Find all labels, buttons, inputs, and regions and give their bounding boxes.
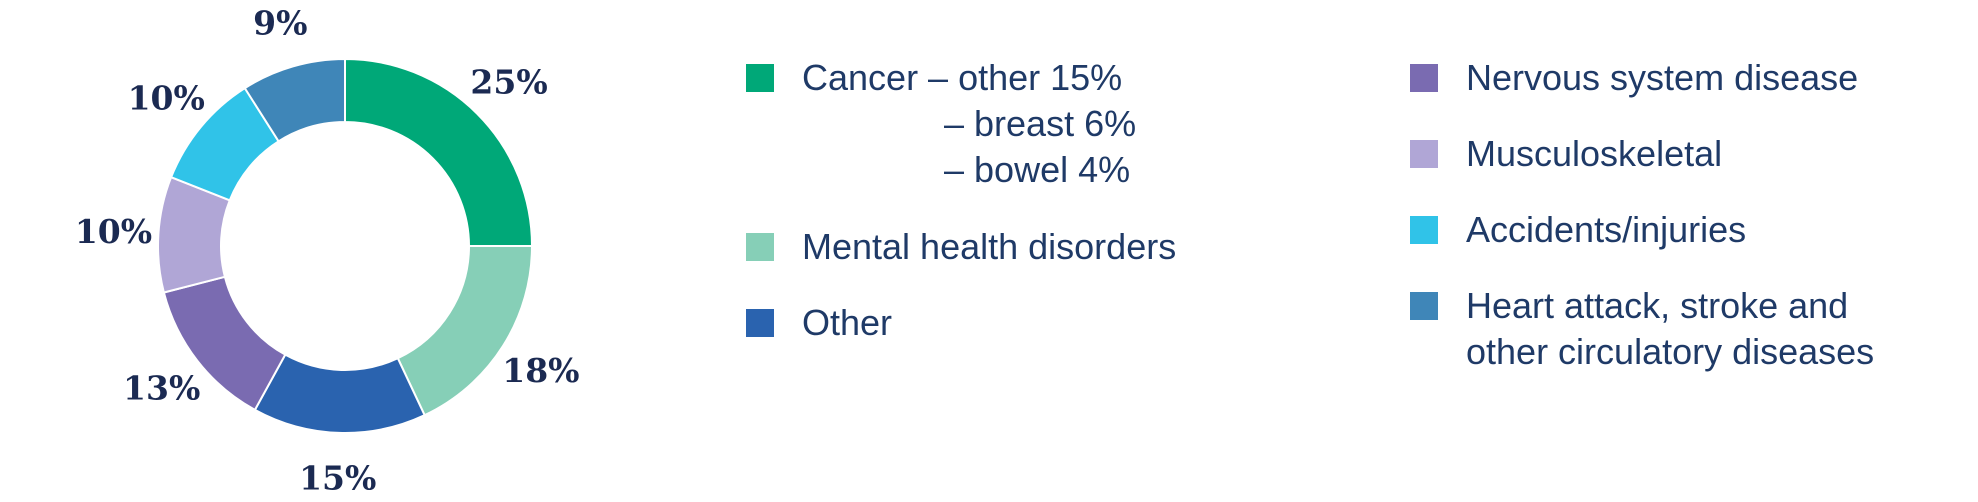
legend-item-other: Other: [746, 300, 892, 346]
donut-slice-2: [253, 353, 426, 434]
legend-swatch-heart-circulatory: [1410, 292, 1438, 320]
legend-item-nervous-system: Nervous system disease: [1410, 55, 1858, 101]
percent-label-2: 15%: [299, 458, 376, 497]
legend-swatch-musculoskeletal: [1410, 140, 1438, 168]
legend-label-mental-health: Mental health disorders: [802, 226, 1177, 267]
legend-item-accidents: Accidents/injuries: [1410, 207, 1746, 253]
legend-swatch-accidents: [1410, 216, 1438, 244]
legend-label-other: Other: [802, 302, 893, 343]
percent-label-1: 18%: [502, 351, 579, 390]
legend-swatch-mental-health: [746, 233, 774, 261]
percent-labels: 25% 18% 15% 13% 10% 10% 9%: [75, 4, 580, 498]
legend-label-musculoskeletal: Musculoskeletal: [1466, 133, 1723, 174]
legend-label-cancer-bowel: – bowel 4%: [944, 149, 1131, 190]
donut-slice-1: [396, 245, 534, 417]
legend-label-heart-line2: other circulatory diseases: [1466, 331, 1875, 372]
donut-chart: 25% 18% 15% 13% 10% 10% 9%: [75, 4, 580, 498]
legend-swatch-other: [746, 309, 774, 337]
donut-slice-0: [344, 57, 534, 247]
legend-item-mental-health: Mental health disorders: [746, 224, 1176, 270]
legend-label-heart-line1: Heart attack, stroke and: [1466, 285, 1849, 326]
percent-label-4: 10%: [75, 212, 152, 251]
legend-item-cancer: Cancer – other 15% – breast 6% – bowel 4…: [746, 55, 1136, 193]
legend-item-heart-circulatory: Heart attack, stroke and other circulato…: [1410, 283, 1874, 375]
legend-label-nervous-system: Nervous system disease: [1466, 57, 1859, 98]
donut-slice-6: [243, 57, 346, 143]
legend-swatch-cancer: [746, 64, 774, 92]
percent-label-5: 10%: [128, 79, 205, 118]
percent-label-3: 13%: [123, 369, 200, 408]
legend-label-accidents: Accidents/injuries: [1466, 209, 1747, 250]
legend-label-cancer-other: Cancer – other 15%: [802, 57, 1123, 98]
percent-label-0: 25%: [470, 62, 547, 101]
legend-label-cancer-breast: – breast 6%: [944, 103, 1137, 144]
legend-item-musculoskeletal: Musculoskeletal: [1410, 131, 1722, 177]
donut-slices: [157, 57, 534, 434]
percent-label-6: 9%: [253, 4, 307, 43]
legend-swatch-nervous-system: [1410, 64, 1438, 92]
